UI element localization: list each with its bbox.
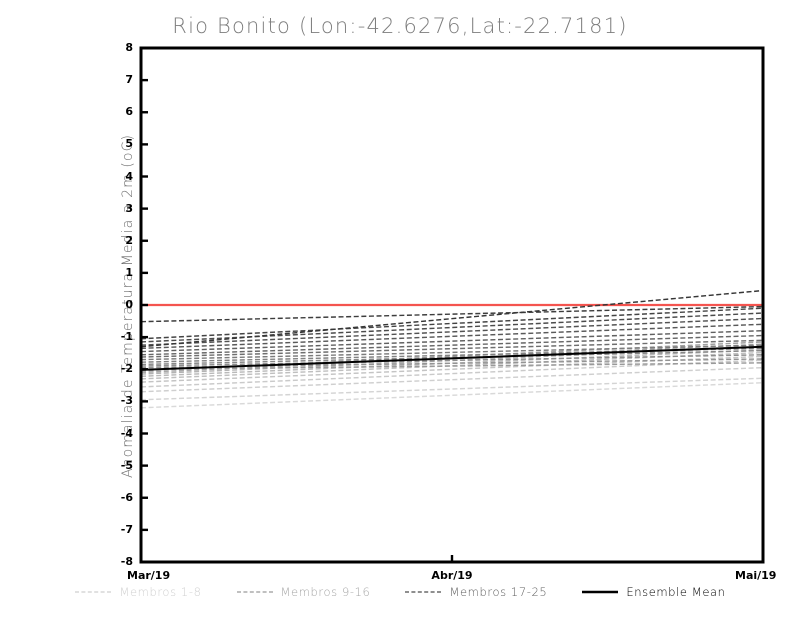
- y-tick-label: 3: [125, 201, 133, 215]
- member-line: [141, 305, 763, 323]
- y-tick-label: -1: [120, 330, 133, 344]
- member-line: [141, 359, 763, 388]
- x-tick-label: Mar/19: [127, 569, 171, 582]
- member-line: [141, 362, 763, 370]
- y-tick-label: -6: [120, 490, 133, 504]
- y-tick-label: -5: [120, 458, 133, 472]
- y-tick-label: -8: [120, 555, 133, 568]
- member-line: [141, 339, 763, 358]
- legend-label: Membros 17-25: [449, 585, 548, 599]
- legend-item[interactable]: Membros 17-25: [404, 585, 547, 599]
- member-line: [141, 377, 763, 401]
- y-tick-label: 0: [125, 298, 133, 311]
- x-tick-label: Mai/19: [735, 569, 777, 582]
- y-tick-label: -7: [120, 522, 133, 536]
- y-tick-label: 5: [125, 137, 133, 151]
- legend-label: Membros 1-8: [119, 585, 202, 599]
- member-line: [141, 349, 763, 366]
- y-tick-label: -3: [120, 394, 133, 408]
- member-line: [141, 349, 763, 378]
- x-tick-label: Abr/19: [431, 569, 473, 582]
- legend-swatch-dashed-line-icon: [236, 591, 273, 593]
- legend-item[interactable]: Membros 1-8: [74, 585, 201, 599]
- legend-label: Ensemble Mean: [626, 585, 726, 599]
- y-tick-label: 4: [125, 169, 133, 183]
- y-tick-label: 2: [125, 233, 133, 247]
- member-line: [141, 323, 763, 350]
- y-tick-label: -2: [120, 362, 133, 376]
- legend-swatch-solid-line-icon: [582, 590, 619, 594]
- y-tick-label: 6: [125, 105, 133, 119]
- member-line: [141, 329, 763, 353]
- member-line: [141, 344, 763, 361]
- member-line: [141, 382, 763, 409]
- plot-frame: [139, 46, 765, 564]
- chart-legend: Membros 1-8 Membros 9-16 Membros 17-25 Ense…: [0, 585, 800, 599]
- legend-item[interactable]: Membros 9-16: [236, 585, 371, 599]
- member-line: [141, 354, 763, 367]
- member-line: [141, 366, 763, 393]
- member-line: [141, 317, 763, 346]
- member-line: [141, 312, 763, 343]
- legend-item[interactable]: Ensemble Mean: [581, 585, 725, 599]
- legend-swatch-dashed-line-icon: [75, 591, 112, 593]
- ensemble-mean-line: [141, 345, 763, 371]
- y-tick-label: 7: [125, 73, 133, 87]
- member-line: [141, 289, 763, 348]
- member-line: [141, 334, 763, 356]
- member-line: [141, 307, 763, 340]
- y-tick-label: 1: [125, 265, 133, 279]
- chart-title: Rio Bonito (Lon:-42.6276,Lat:-22.7181): [172, 14, 628, 38]
- legend-swatch-dashed-line-icon: [405, 591, 442, 593]
- y-tick-label: -4: [120, 426, 133, 440]
- legend-label: Membros 9-16: [280, 585, 371, 599]
- y-tick-label: 8: [125, 41, 133, 54]
